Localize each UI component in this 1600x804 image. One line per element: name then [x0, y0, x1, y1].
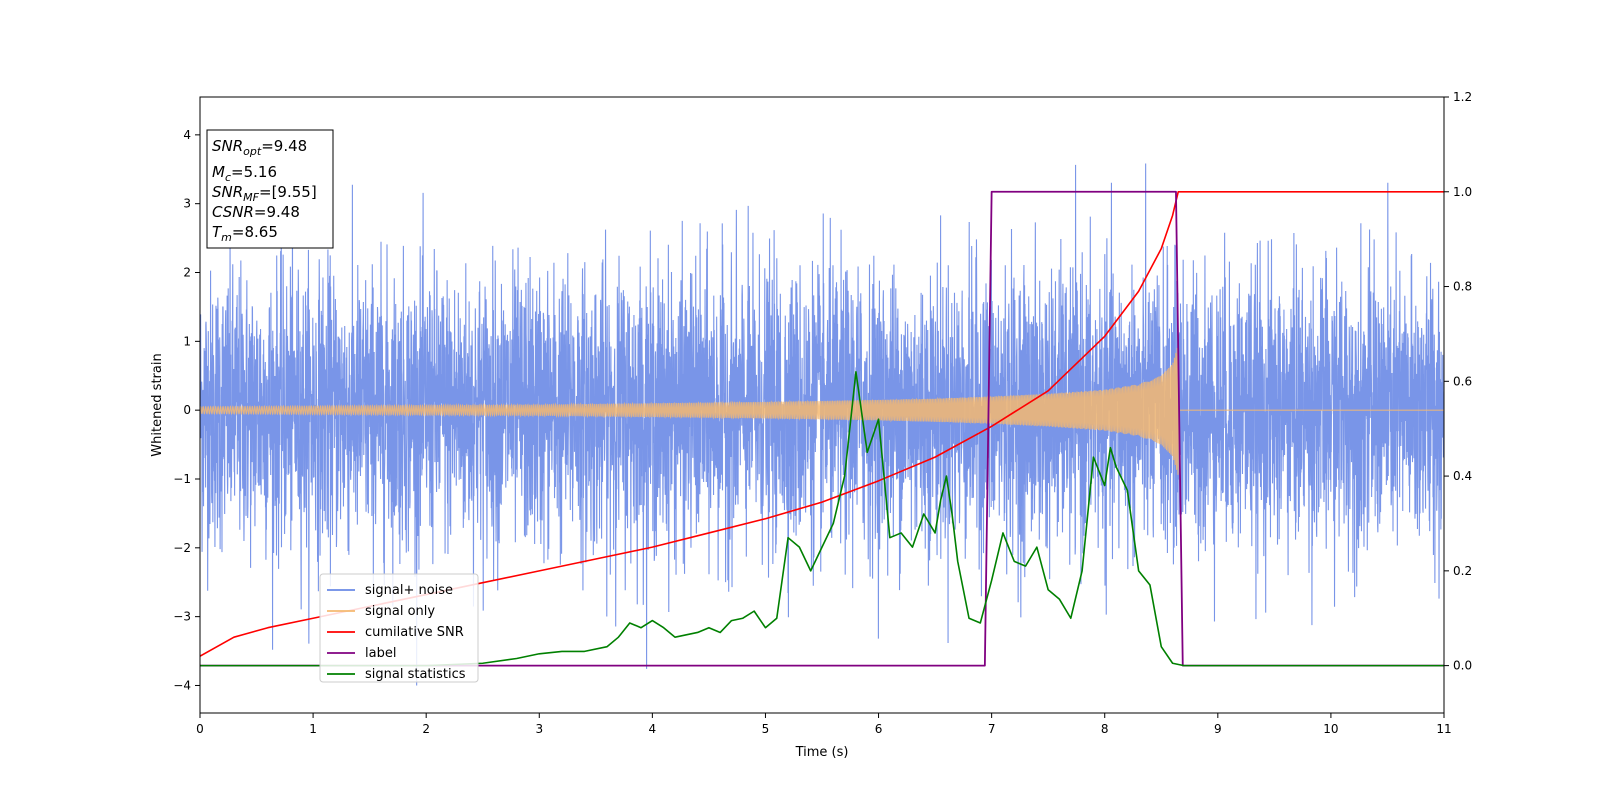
x-tick-label: 8: [1101, 722, 1109, 736]
legend-label: signal+ noise: [365, 583, 453, 598]
series-signal-noise: [200, 163, 1444, 686]
x-tick-label: 11: [1436, 722, 1451, 736]
annotation-line: SNRopt=9.48: [212, 137, 307, 158]
y-tick-label: −1: [173, 472, 191, 486]
y-tick-label: 2: [183, 266, 191, 280]
y2-tick-label: 0.2: [1453, 564, 1472, 578]
x-tick-label: 1: [309, 722, 317, 736]
x-tick-label: 9: [1214, 722, 1222, 736]
legend-frame: [319, 573, 479, 683]
y2-tick-label: 0.8: [1453, 280, 1472, 294]
legend: signal+ noise signal only cumilative SNR la…: [319, 573, 479, 683]
annotation-frame: [206, 129, 334, 249]
series-signal-statistics: [200, 371, 1444, 667]
y-axis-label: Whitened strain: [150, 353, 165, 456]
plot-frame: [199, 96, 1445, 714]
legend-label: signal statistics: [365, 667, 466, 682]
y-tick-label: −3: [173, 610, 191, 624]
legend-items: signal+ noise signal only cumilative SNR la…: [327, 583, 466, 682]
x-tick-label: 5: [762, 722, 770, 736]
legend-label: cumilative SNR: [365, 625, 464, 640]
legend-label: signal only: [365, 604, 435, 619]
x-tick-label: 6: [875, 722, 883, 736]
x-tick-label: 7: [988, 722, 996, 736]
y-tick-label: 3: [183, 197, 191, 211]
x-tick-label: 4: [649, 722, 657, 736]
x-tick-label: 3: [535, 722, 543, 736]
y2-tick-label: 0.6: [1453, 374, 1472, 388]
y2-tick-label: 0.4: [1453, 469, 1472, 483]
annotation-line: Tm=8.65: [212, 223, 278, 244]
y2-tick-label: 1.2: [1453, 90, 1472, 104]
y2-tick-label: 1.0: [1453, 185, 1472, 199]
axes-layer: 0 1 2 3 4 5 6 7 8 9 10 11 −4 −3 −2 −1 0 1 2 3 4 0.0 0.2 0.4 0.6 0…: [173, 90, 1472, 736]
legend-label: label: [365, 646, 396, 661]
annotation-line: CSNR=9.48: [212, 203, 300, 221]
y-tick-label: −4: [173, 678, 191, 692]
y2-tick-label: 0.0: [1453, 659, 1472, 673]
y-tick-label: 4: [183, 128, 191, 142]
y-tick-label: −2: [173, 541, 191, 555]
x-tick-label: 10: [1323, 722, 1338, 736]
x-axis-label: Time (s): [795, 745, 849, 760]
x-tick-label: 2: [422, 722, 430, 736]
x-tick-label: 0: [196, 722, 204, 736]
y-tick-label: 1: [183, 334, 191, 348]
series-signal-only: [200, 347, 1444, 475]
annotation-line: Mc=5.16: [212, 163, 277, 184]
y-tick-label: 0: [183, 403, 191, 417]
annotation-line: SNRMF=[9.55]: [212, 183, 317, 204]
